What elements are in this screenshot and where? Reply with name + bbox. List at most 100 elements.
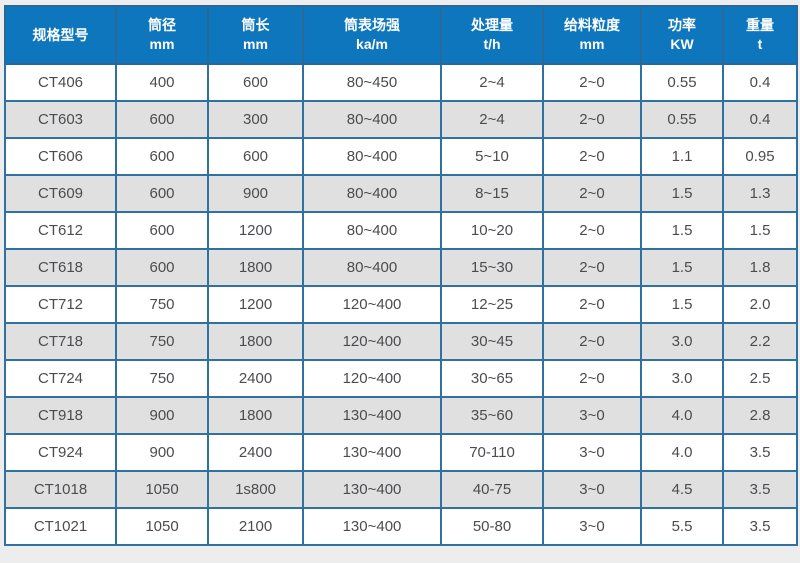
table-cell: 750 [115, 359, 209, 398]
model-cell: CT724 [4, 359, 117, 398]
header-label: 重量 [746, 17, 774, 34]
table-cell: 3.0 [640, 322, 724, 361]
table-cell: 130~400 [302, 433, 442, 472]
table-cell: 2.2 [722, 322, 798, 361]
table-cell: 2400 [207, 359, 304, 398]
table-cell: 2400 [207, 433, 304, 472]
table-row-CT603: CT603 600 300 80~400 2~4 2~0 0.55 0.4 [4, 100, 798, 139]
table-cell: 900 [115, 433, 209, 472]
table-cell: 2~0 [542, 63, 642, 102]
table-cell: 120~400 [302, 359, 442, 398]
table-cell: 2100 [207, 507, 304, 546]
table-cell: 130~400 [302, 507, 442, 546]
table-cell: 2~0 [542, 359, 642, 398]
table-cell: 5~10 [440, 137, 544, 176]
table-cell: 3~0 [542, 470, 642, 509]
table-cell: 10~20 [440, 211, 544, 250]
table-cell: 0.55 [640, 100, 724, 139]
table-cell: 900 [115, 396, 209, 435]
table-row-CT924: CT924 900 2400 130~400 70-110 3~0 4.0 3.5 [4, 433, 798, 472]
table-cell: 1200 [207, 285, 304, 324]
table-cell: 1.1 [640, 137, 724, 176]
table-cell: 120~400 [302, 285, 442, 324]
model-cell: CT1018 [4, 470, 117, 509]
table-cell: 1.5 [640, 248, 724, 287]
table-cell: 3.5 [722, 470, 798, 509]
header-cell-2: 筒长 mm [207, 5, 304, 65]
table-cell: 70-110 [440, 433, 544, 472]
table-cell: 600 [115, 174, 209, 213]
table-cell: 15~30 [440, 248, 544, 287]
model-cell: CT406 [4, 63, 117, 102]
header-cell-4: 处理量 t/h [440, 5, 544, 65]
table-row-CT1021: CT1021 1050 2100 130~400 50-80 3~0 5.5 3.5 [4, 507, 798, 546]
header-label: 规格型号 [32, 26, 89, 43]
header-label: 筒表场强 [344, 17, 400, 34]
table-cell: 1.5 [640, 285, 724, 324]
table-cell: 750 [115, 285, 209, 324]
table-cell: 40-75 [440, 470, 544, 509]
header-unit: KW [670, 36, 694, 52]
model-cell: CT924 [4, 433, 117, 472]
header-cell-0: 规格型号 [4, 5, 117, 65]
table-cell: 1050 [115, 507, 209, 546]
table-cell: 3.5 [722, 433, 798, 472]
table-cell: 400 [115, 63, 209, 102]
header-unit: mm [243, 36, 268, 52]
table-row-CT606: CT606 600 600 80~400 5~10 2~0 1.1 0.95 [4, 137, 798, 176]
table-cell: 1050 [115, 470, 209, 509]
model-cell: CT1021 [4, 507, 117, 546]
spec-table: 规格型号 筒径 mm 筒长 mm 筒表场强 ka/m 处理量 t/h 给料粒度 mm 功率 KW 重量 t … [4, 5, 798, 546]
table-cell: 30~65 [440, 359, 544, 398]
table-cell: 12~25 [440, 285, 544, 324]
table-cell: 3~0 [542, 396, 642, 435]
table-cell: 1800 [207, 396, 304, 435]
model-cell: CT718 [4, 322, 117, 361]
table-header: 规格型号 筒径 mm 筒长 mm 筒表场强 ka/m 处理量 t/h 给料粒度 mm 功率 KW 重量 t [4, 5, 798, 65]
table-cell: 1800 [207, 322, 304, 361]
table-cell: 130~400 [302, 396, 442, 435]
table-cell: 4.0 [640, 433, 724, 472]
table-cell: 30~45 [440, 322, 544, 361]
table-cell: 4.0 [640, 396, 724, 435]
table-cell: 0.95 [722, 137, 798, 176]
header-label: 给料粒度 [564, 17, 620, 34]
table-cell: 50-80 [440, 507, 544, 546]
table-cell: 600 [207, 63, 304, 102]
table-row-CT918: CT918 900 1800 130~400 35~60 3~0 4.0 2.8 [4, 396, 798, 435]
table-cell: 1.5 [640, 174, 724, 213]
table-cell: 600 [115, 211, 209, 250]
header-cell-1: 筒径 mm [115, 5, 209, 65]
table-cell: 80~400 [302, 211, 442, 250]
header-cell-5: 给料粒度 mm [542, 5, 642, 65]
table-cell: 1.3 [722, 174, 798, 213]
header-unit: mm [579, 36, 605, 52]
header-unit: mm [149, 36, 175, 52]
model-cell: CT618 [4, 248, 117, 287]
table-cell: 80~450 [302, 63, 442, 102]
table-cell: 3.5 [722, 507, 798, 546]
table-cell: 2~0 [542, 285, 642, 324]
table-cell: 600 [115, 248, 209, 287]
table-cell: 2.0 [722, 285, 798, 324]
table-cell: 1.8 [722, 248, 798, 287]
table-cell: 300 [207, 100, 304, 139]
table-cell: 8~15 [440, 174, 544, 213]
table-row-CT1018: CT1018 1050 1s800 130~400 40-75 3~0 4.5 3.5 [4, 470, 798, 509]
header-cell-6: 功率 KW [640, 5, 724, 65]
header-unit: t/h [483, 36, 501, 52]
table-cell: 1800 [207, 248, 304, 287]
model-cell: CT603 [4, 100, 117, 139]
header-label: 筒长 [241, 17, 270, 34]
table-cell: 2.8 [722, 396, 798, 435]
table-cell: 1.5 [722, 211, 798, 250]
table-cell: 600 [207, 137, 304, 176]
table-cell: 600 [115, 100, 209, 139]
header-label: 筒径 [148, 17, 176, 34]
header-unit: t [757, 36, 763, 52]
table-cell: 35~60 [440, 396, 544, 435]
table-cell: 600 [115, 137, 209, 176]
table-cell: 0.4 [722, 100, 798, 139]
header-label: 处理量 [471, 17, 513, 34]
